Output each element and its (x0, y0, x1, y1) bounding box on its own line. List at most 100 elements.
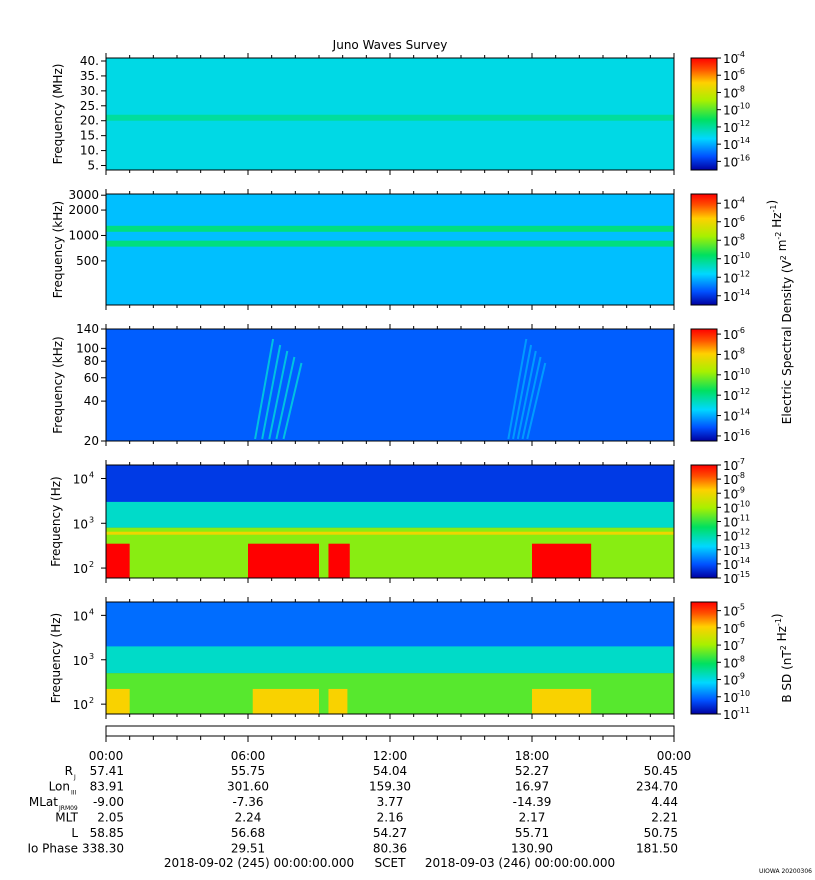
chart-title: Juno Waves Survey (332, 38, 448, 52)
y-axis-label: Frequency (MHz) (51, 64, 65, 165)
colorbar-tick-label-exponent: -7 (737, 637, 745, 646)
colorbar-tick-label-exponent: -9 (737, 672, 745, 681)
y-tick-label: 2000 (68, 203, 99, 217)
colorbar-tick-label-exponent: -14 (737, 556, 750, 565)
spectrogram-background (106, 194, 674, 305)
layer-high (106, 465, 674, 502)
colorbar-tick-label-exponent: -6 (737, 67, 745, 76)
colorbar-tick-label-exponent: -8 (737, 654, 745, 663)
ephemeris-value: 2.05 (97, 811, 124, 825)
colorbar-tick-label-exponent: -11 (737, 514, 750, 523)
y-tick-label: 80 (84, 354, 99, 368)
layer-line (106, 531, 674, 535)
ephemeris-value: 130.90 (511, 842, 553, 856)
emission-burst (512, 344, 533, 440)
colorbar-tick-label: 10 (723, 271, 738, 285)
colorbar-tick-label-exponent: -16 (737, 428, 750, 437)
y-tick-label: 1000 (68, 228, 99, 242)
y-axis-label: Frequency (kHz) (51, 336, 65, 433)
ephemeris-label: Lon (49, 780, 70, 794)
ephemeris-label: L (71, 826, 78, 840)
emission-region (106, 543, 130, 578)
colorbar-tick-label-exponent: -13 (737, 542, 750, 551)
y-tick-label: 100 (76, 341, 99, 355)
colorbar-tick-label: 10 (723, 86, 738, 100)
colorbar-tick-label-exponent: -10 (737, 102, 750, 111)
ephemeris-value: 2.16 (377, 811, 404, 825)
y-tick-label-exponent: 2 (89, 560, 94, 569)
y-tick-label: 10 (73, 562, 88, 576)
panel-0: 40.35.30.25.20.15.10.5. Frequency (MHz) 10… (51, 50, 750, 175)
ephemeris-label-subscript: JRM09 (58, 805, 78, 812)
colorbar-tick-label-exponent: -8 (737, 346, 745, 355)
y-tick-label: 140 (76, 322, 99, 336)
colorbar-label-part: B SD (nT (780, 650, 794, 703)
y-tick-label: 10 (73, 517, 88, 531)
colorbar-tick-label: 10 (723, 516, 738, 530)
ephemeris-label: R (65, 764, 73, 778)
footer-end: 2018-09-03 (246) 00:00:00.000 (425, 856, 615, 870)
colorbar-tick-label: 10 (723, 430, 738, 444)
colorbar-tick-label-exponent: -14 (737, 136, 750, 145)
emission-region (106, 688, 130, 714)
ephemeris-value: 54.04 (373, 764, 407, 778)
colorbar-tick-label: 10 (723, 104, 738, 118)
ephemeris-value: 234.70 (636, 780, 678, 794)
ephemeris-value: 52.27 (515, 764, 549, 778)
y-tick-label: 10. (80, 144, 99, 158)
y-tick-label-exponent: 3 (89, 515, 94, 524)
colorbar-tick-label: 10 (723, 410, 738, 424)
colorbar-tick-label: 10 (723, 369, 738, 383)
colorbar-tick-label-exponent: -12 (737, 387, 750, 396)
colorbar-tick-label: 10 (723, 622, 738, 636)
spectrogram-background (106, 329, 674, 441)
y-tick-label: 15. (80, 129, 99, 143)
y-tick-label: 40 (84, 394, 99, 408)
y-tick-label: 30. (80, 84, 99, 98)
layer-high (106, 602, 674, 647)
colorbar-tick-label: 10 (723, 328, 738, 342)
y-tick-label: 10 (73, 698, 88, 712)
y-tick-label: 40. (80, 54, 99, 68)
colorbar-tick-label-exponent: -10 (737, 367, 750, 376)
y-axis-label: Frequency (kHz) (51, 201, 65, 298)
ephemeris-value: 159.30 (369, 780, 411, 794)
colorbar-tick-label-exponent: -14 (737, 408, 750, 417)
ephemeris-value: 29.51 (231, 842, 265, 856)
colorbar-tick-label: 10 (723, 253, 738, 267)
ephemeris-label-subscript: III (71, 790, 77, 797)
colorbar-tick-label: 10 (723, 69, 738, 83)
colorbar-tick-label-exponent: -12 (737, 269, 750, 278)
time-tick-label: 12:00 (373, 749, 408, 763)
ephemeris-value: 58.85 (90, 826, 124, 840)
y-tick-label: 60 (84, 371, 99, 385)
colorbar-tick-label: 10 (723, 121, 738, 135)
colorbar-label: Electric Spectral Density (V2 m-2 Hz-1) (765, 200, 794, 424)
y-tick-label: 10 (73, 654, 88, 668)
time-tick-label: 06:00 (231, 749, 266, 763)
colorbar-tick-label-exponent: -15 (737, 570, 750, 579)
colorbar-tick-label: 10 (723, 290, 738, 304)
layer-mid (106, 646, 674, 674)
colorbar-tick-label: 10 (723, 234, 738, 248)
ephemeris-value: 50.75 (644, 826, 678, 840)
colorbar-tick-label-exponent: -7 (737, 457, 745, 466)
y-tick-label-exponent: 3 (89, 652, 94, 661)
colorbar-label-exponent: -1 (774, 618, 783, 626)
colorbar-tick-label-exponent: -6 (737, 620, 745, 629)
y-tick-label: 10 (73, 609, 88, 623)
ephemeris-value: -7.36 (232, 795, 263, 809)
colorbar-tick-label: 10 (723, 656, 738, 670)
y-axis-label: Frequency (Hz) (49, 613, 63, 704)
colorbar-tick-label-exponent: -8 (737, 84, 745, 93)
colorbar-label-exponent: 2 (779, 645, 788, 650)
emission-region (532, 688, 592, 714)
colorbar-label-part: m (775, 240, 789, 256)
ephemeris-label: MLT (55, 811, 78, 825)
colorbar-tick-label: 10 (723, 52, 738, 66)
ephemeris-value: 4.44 (651, 795, 678, 809)
colorbar-tick-label-exponent: -6 (737, 214, 745, 223)
colorbar-tick-label-exponent: -8 (737, 471, 745, 480)
